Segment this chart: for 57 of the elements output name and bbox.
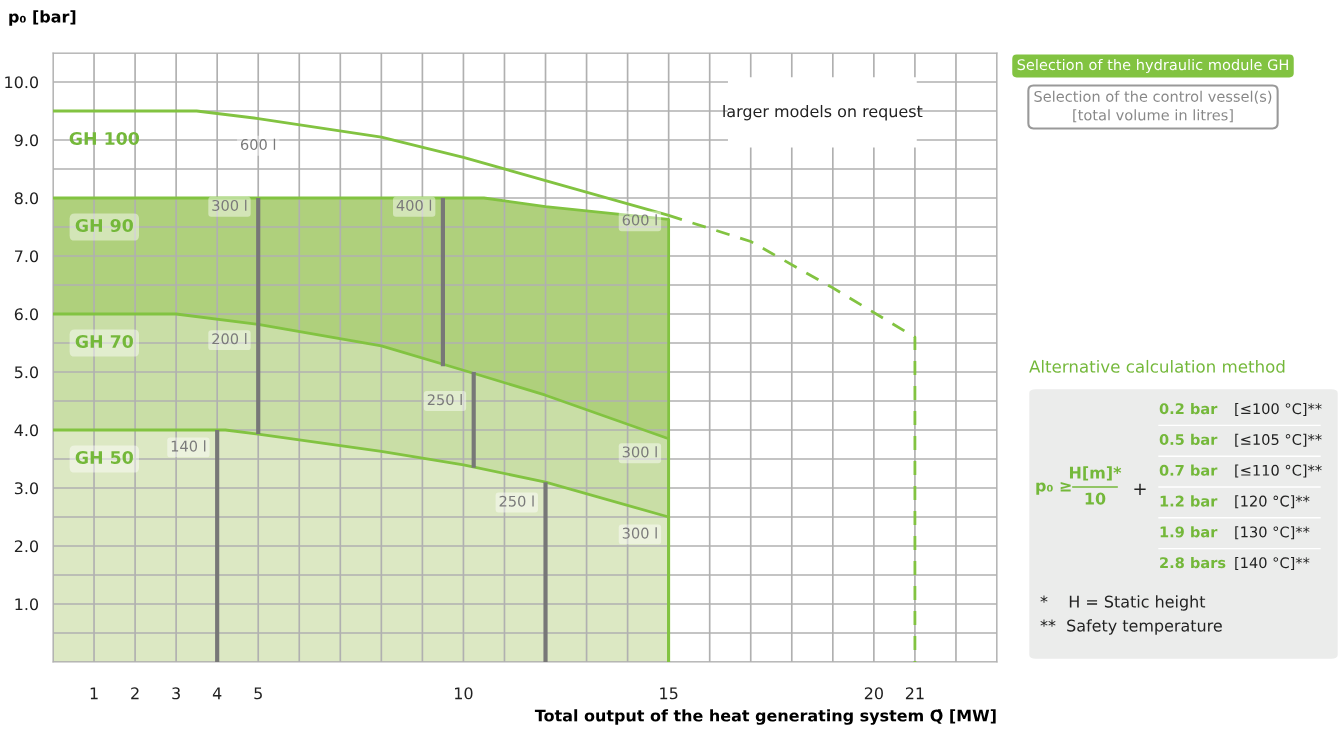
series-label: GH 90 [75, 218, 133, 233]
y-tick-label: 8.0 [14, 192, 39, 205]
x-tick-label: 2 [131, 687, 139, 700]
text: p₀ ≥ [1036, 482, 1071, 495]
y-tick-label: 9.0 [14, 134, 39, 147]
text: 10 [1085, 492, 1106, 505]
x-tick-label: 1 [90, 687, 98, 700]
text: 1.2 bar [1160, 495, 1218, 507]
x-tick-label: 4 [212, 687, 222, 700]
x-tick-label: 3 [172, 687, 180, 700]
text: [130 °C]** [1235, 526, 1310, 540]
text: ** Safety temperature [1040, 619, 1222, 635]
y-tick-label: 2.0 [14, 540, 39, 553]
text: Alternative calculation method [1029, 359, 1285, 373]
text: 0.2 bar [1159, 402, 1218, 415]
text: [≤110 °C]** [1235, 464, 1322, 478]
text: 1.9 bar [1160, 526, 1218, 538]
x-axis-title: Total output of the heat generating system Q̇ [MW] [534, 709, 996, 725]
annotation: 140 l [171, 440, 206, 452]
series-label: GH 100 [69, 131, 140, 146]
series-label: GH 50 [75, 450, 133, 465]
y-tick-label: 7.0 [15, 250, 39, 263]
annotation: 250 l [499, 495, 534, 507]
annotation: 600 l [622, 214, 657, 226]
y-tick-label: 6.0 [14, 308, 39, 321]
text: 0.5 bar [1159, 433, 1218, 446]
x-tick-label: 5 [254, 687, 262, 700]
annotation: 300 l [622, 527, 657, 539]
text: H[m]* [1069, 466, 1122, 481]
text: [140 °C]** [1235, 556, 1310, 570]
x-tick-label: 21 [905, 687, 924, 700]
text: [≤105 °C]** [1235, 433, 1322, 447]
annotation: 300 l [622, 446, 657, 458]
text: [120 °C]** [1235, 495, 1310, 509]
annotation: 300 l [212, 199, 247, 211]
text: Selection of the hydraulic module GH [1017, 58, 1288, 74]
y-tick-label: 3.0 [14, 482, 39, 495]
x-tick-label: 15 [660, 687, 678, 700]
text: Selection of the control vessel(s) [total volume in litres] [1034, 90, 1272, 123]
text: * H = Static height [1040, 595, 1206, 611]
y-axis-title: p₀ [bar] [9, 10, 76, 26]
annotation: 250 l [427, 393, 462, 406]
annotation: larger models on request [723, 104, 923, 121]
y-tick-label: 10.0 [5, 76, 39, 89]
x-tick-label: 20 [864, 687, 883, 700]
annotation: 600 l [240, 138, 276, 151]
text: 0.7 bar [1159, 464, 1218, 476]
text: + [1134, 483, 1146, 495]
text: 2.8 bars [1160, 556, 1226, 569]
x-tick-label: 10 [455, 687, 473, 700]
y-tick-label: 1.0 [15, 598, 39, 611]
annotation: 400 l [396, 199, 432, 211]
y-tick-label: 4.0 [14, 424, 39, 437]
y-tick-label: 5.0 [14, 366, 39, 379]
text: [≤100 °C]** [1235, 402, 1322, 416]
annotation: 200 l [212, 333, 247, 345]
series-label: GH 70 [75, 334, 133, 349]
